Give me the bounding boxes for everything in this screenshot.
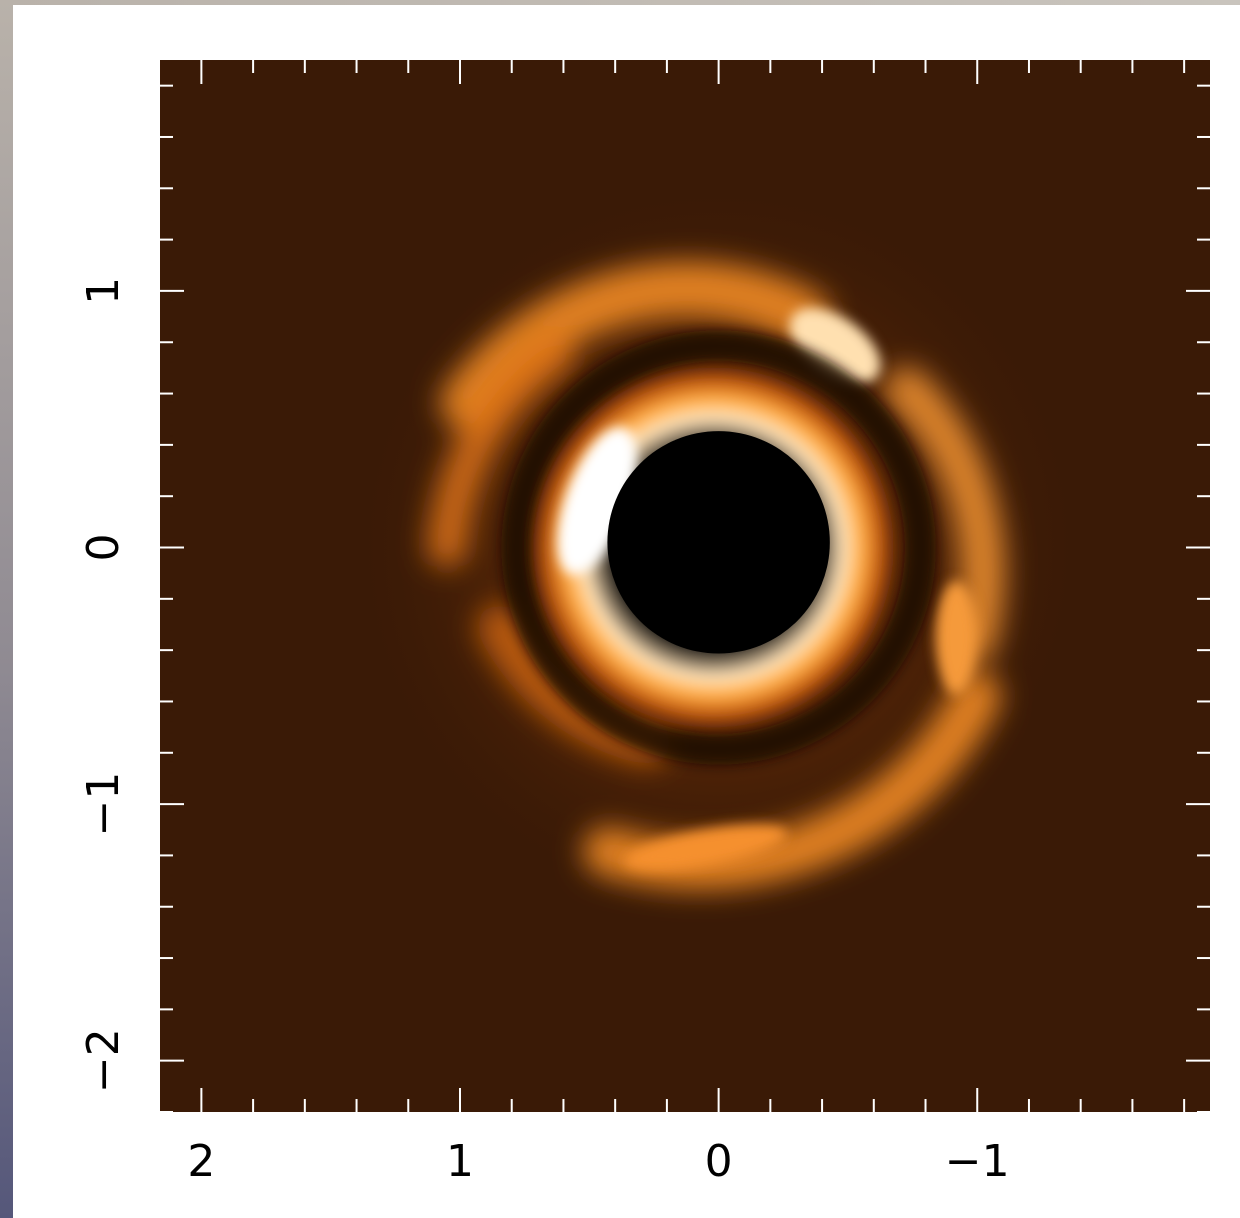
bright-arc-s <box>624 824 788 871</box>
arm-upper-left <box>440 261 831 431</box>
axis-tick-labels: 2 1 0 −1 1 0 −1 −2 <box>78 277 1010 1187</box>
y-tick-label: −1 <box>78 772 129 837</box>
window-top-edge <box>0 0 1240 5</box>
coronagraph-mask <box>607 431 830 654</box>
plot-area <box>160 60 1210 1112</box>
x-tick-label: 2 <box>187 1136 215 1187</box>
x-tick-label: 0 <box>705 1136 733 1187</box>
y-tick-label: 0 <box>78 534 129 562</box>
axis-ticks <box>160 60 1210 1113</box>
white-crescent <box>557 427 637 575</box>
disk-image <box>343 172 1094 923</box>
dark-gap-ring <box>501 330 936 765</box>
bright-knot-e <box>935 581 978 695</box>
x-tick-label: 1 <box>446 1136 474 1187</box>
arm-left <box>427 333 576 568</box>
x-tick-label: −1 <box>945 1136 1010 1187</box>
y-tick-label: −2 <box>78 1028 129 1093</box>
window-left-edge <box>0 0 13 1218</box>
bright-knot-ne <box>789 308 881 384</box>
y-tick-label: 1 <box>78 277 129 305</box>
bright-features <box>624 308 978 871</box>
arm-upper-right <box>884 367 1006 663</box>
